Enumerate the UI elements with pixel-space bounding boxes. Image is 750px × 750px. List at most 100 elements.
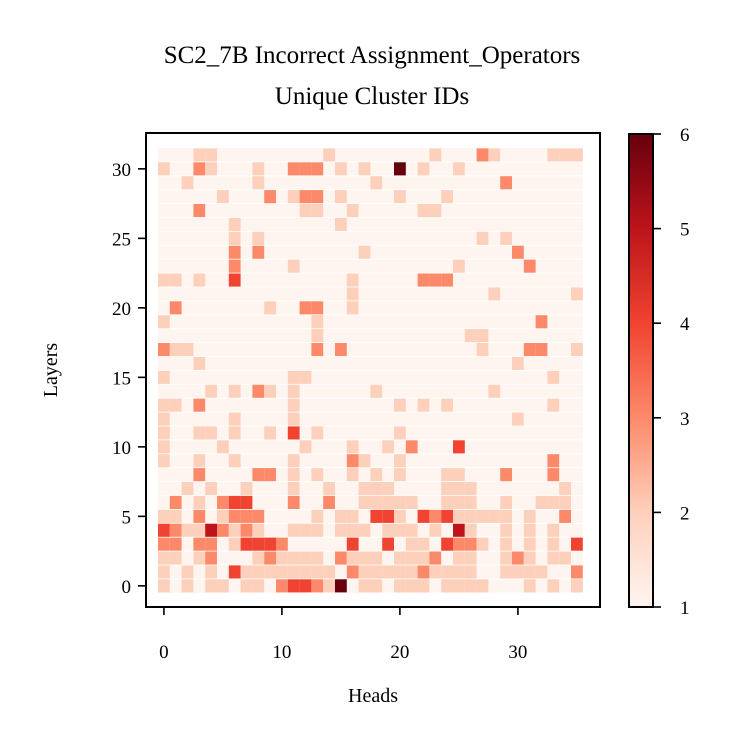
- heatmap-cell: [394, 162, 406, 176]
- heatmap-cell: [193, 537, 206, 551]
- heatmap-cell: [453, 482, 465, 496]
- heatmap-cell: [394, 523, 406, 537]
- heatmap-cell: [512, 356, 524, 370]
- heatmap-cell: [323, 148, 335, 162]
- heatmap-cell: [500, 509, 512, 523]
- heatmap-cell: [299, 190, 312, 204]
- heatmap-cell: [500, 231, 512, 245]
- heatmap-cell: [311, 426, 324, 440]
- heatmap-cell: [394, 426, 406, 440]
- heatmap-cell: [158, 537, 170, 551]
- heatmap-cell: [358, 245, 371, 259]
- heatmap-cell: [276, 579, 288, 593]
- heatmap-cell: [453, 468, 465, 482]
- heatmap-cell: [158, 398, 170, 412]
- heatmap-cell: [476, 579, 489, 593]
- heatmap-cell: [169, 509, 182, 523]
- heatmap-cell: [228, 537, 241, 551]
- heatmap-cell: [335, 579, 347, 593]
- heatmap-cell: [370, 579, 383, 593]
- heatmap-cell: [405, 537, 418, 551]
- heatmap-cell: [193, 356, 206, 370]
- heatmap-cell: [453, 162, 465, 176]
- heatmap-cell: [287, 384, 300, 398]
- heatmap-cell: [287, 523, 300, 537]
- heatmap-cell: [287, 551, 300, 565]
- heatmap-cell: [252, 468, 265, 482]
- heatmap-cell: [169, 398, 182, 412]
- heatmap-cell: [394, 468, 406, 482]
- heatmap-cell: [405, 565, 418, 579]
- heatmap-cell: [169, 551, 182, 565]
- heatmap-cell: [488, 148, 501, 162]
- heatmap-cell: [205, 537, 217, 551]
- heatmap-cell: [417, 537, 430, 551]
- heatmap-cell: [299, 204, 312, 218]
- heatmap-cell: [441, 482, 453, 496]
- heatmap-cell: [240, 482, 253, 496]
- heatmap-cell: [252, 565, 265, 579]
- heatmap-cell: [358, 523, 371, 537]
- heatmap-cell: [535, 315, 548, 329]
- heatmap-cell: [299, 579, 312, 593]
- heatmap-cell: [335, 551, 347, 565]
- heatmap-cell: [158, 162, 170, 176]
- heatmap-cell: [464, 579, 477, 593]
- heatmap-cell: [441, 537, 453, 551]
- y-axis-label: Layers: [40, 343, 62, 398]
- heatmap-cell: [287, 454, 300, 468]
- heatmap-cell: [287, 426, 300, 440]
- heatmap-cell: [252, 162, 265, 176]
- y-tick-label: 15: [112, 368, 131, 389]
- heatmap-cell: [217, 495, 229, 509]
- heatmap-cell: [346, 301, 359, 315]
- heatmap-cell: [464, 537, 477, 551]
- heatmap-cell: [346, 440, 359, 454]
- heatmap-cell: [311, 468, 324, 482]
- heatmap-cell: [299, 551, 312, 565]
- heatmap-cells: [158, 148, 583, 593]
- heatmap-cell: [370, 495, 383, 509]
- heatmap-cell: [193, 273, 206, 287]
- heatmap-cell: [287, 495, 300, 509]
- heatmap-cell: [181, 579, 194, 593]
- heatmap-cell: [264, 537, 276, 551]
- heatmap-cell: [547, 468, 560, 482]
- heatmap-cell: [547, 537, 560, 551]
- heatmap-cell: [264, 384, 276, 398]
- heatmap-cell: [394, 398, 406, 412]
- heatmap-cell: [264, 301, 276, 315]
- y-tick-label: 20: [112, 299, 131, 320]
- heatmap-cell: [476, 509, 489, 523]
- heatmap-cell: [311, 315, 324, 329]
- heatmap-cell: [193, 468, 206, 482]
- chart-subtitle: Unique Cluster IDs: [275, 83, 469, 110]
- heatmap-cell: [464, 329, 477, 343]
- heatmap-cell: [193, 162, 206, 176]
- heatmap-cell: [535, 343, 548, 357]
- heatmap-cell: [217, 440, 229, 454]
- heatmap-cell: [346, 523, 359, 537]
- heatmap-cell: [158, 551, 170, 565]
- heatmap-cell: [205, 565, 217, 579]
- heatmap-cell: [417, 162, 430, 176]
- heatmap-cell: [476, 343, 489, 357]
- heatmap-cell: [547, 551, 560, 565]
- heatmap-cell: [571, 148, 583, 162]
- heatmap-cell: [276, 565, 288, 579]
- heatmap-cell: [441, 579, 453, 593]
- heatmap-cell: [429, 204, 442, 218]
- heatmap-cell: [488, 509, 501, 523]
- heatmap-cell: [217, 190, 229, 204]
- heatmap-cell: [252, 231, 265, 245]
- heatmap-cell: [441, 509, 453, 523]
- heatmap-cell: [488, 384, 501, 398]
- heatmap-cell: [476, 148, 489, 162]
- heatmap-cell: [464, 523, 477, 537]
- heatmap-cell: [311, 523, 324, 537]
- colorbar-axis: 1 2 3 4 5 6: [653, 125, 690, 619]
- heatmap-cell: [335, 190, 347, 204]
- heatmap-cell: [158, 523, 170, 537]
- heatmap-cell: [370, 468, 383, 482]
- heatmap-cell: [240, 509, 253, 523]
